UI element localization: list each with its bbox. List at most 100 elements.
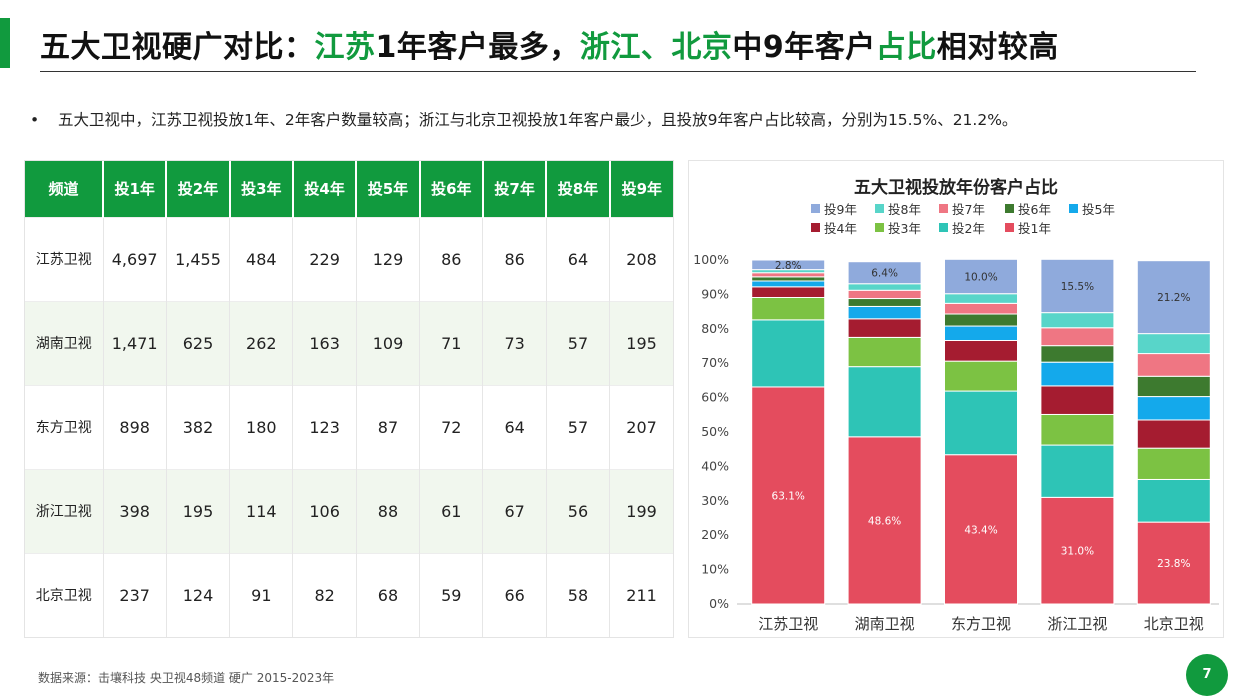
data-source-note: 数据来源：击壤科技 央卫视48频道 硬广 2015-2023年 — [38, 671, 335, 685]
channel-name-cell: 北京卫视 — [25, 552, 104, 637]
data-label: 43.4% — [964, 524, 997, 536]
stacked-bar-chart: 五大卫视投放年份客户占比 投9年 投8年 投7年 投6年 投5年 投4年 投3年 投2年 投1年… — [688, 160, 1224, 638]
bar-segment — [1040, 361, 1115, 387]
page-number-badge: 7 — [1186, 654, 1228, 696]
count-cell: 129 — [356, 216, 421, 301]
y-tick-label: 80% — [701, 321, 729, 336]
x-category-label: 江苏卫视 — [758, 615, 818, 633]
legend-item: 投5年 — [1069, 199, 1115, 218]
table-row: 江苏卫视 4,697 1,455 484 229 129 86 86 64 208 — [25, 216, 673, 301]
bar-segment — [847, 289, 922, 300]
bar-segment — [1040, 444, 1115, 498]
count-cell: 398 — [103, 468, 167, 553]
legend-item: 投3年 — [875, 218, 921, 237]
count-cell: 68 — [356, 552, 421, 637]
bar-segment — [1136, 353, 1211, 377]
count-cell: 106 — [292, 468, 357, 553]
bullet-marker: • — [30, 111, 40, 129]
chart-plot-area: 0% 10% 20% 30% 40% 50% 60% 70% 80% 90% 100% 63.1% 2.… — [693, 252, 1219, 633]
title-segment: 中9年客户 — [732, 30, 876, 65]
count-cell: 382 — [166, 384, 231, 469]
count-cell: 180 — [229, 384, 294, 469]
bar-segment — [944, 390, 1018, 456]
legend-swatch — [875, 204, 884, 213]
legend-label: 投1年 — [1018, 221, 1051, 236]
bar-segment — [1136, 447, 1211, 480]
count-cell: 898 — [103, 384, 167, 469]
legend-item: 投2年 — [939, 218, 985, 237]
count-cell: 229 — [292, 216, 357, 301]
count-cell: 72 — [419, 384, 484, 469]
bar-segment — [1040, 327, 1115, 347]
legend-item: 投9年 — [811, 199, 857, 218]
column-header-year: 投8年 — [546, 161, 611, 217]
bar-segment — [1136, 419, 1211, 449]
count-cell: 1,455 — [166, 216, 231, 301]
count-cell: 82 — [292, 552, 357, 637]
bar-segment — [751, 259, 826, 271]
count-cell: 86 — [419, 216, 484, 301]
data-label: 21.2% — [1157, 292, 1190, 304]
legend-item: 投4年 — [811, 218, 857, 237]
legend-swatch — [1069, 204, 1078, 213]
data-label: 23.8% — [1157, 558, 1190, 570]
legend-label: 投5年 — [1082, 202, 1115, 217]
channel-name-cell: 湖南卫视 — [25, 300, 104, 385]
bar-segment — [751, 296, 826, 321]
bar-segment — [1040, 345, 1115, 363]
count-cell: 64 — [546, 216, 611, 301]
bar-segment — [1040, 385, 1115, 415]
count-cell: 4,697 — [103, 216, 167, 301]
bar-segment — [1040, 258, 1115, 314]
legend-label: 投7年 — [952, 202, 985, 217]
bar-segment — [847, 436, 922, 605]
title-divider — [40, 71, 1196, 72]
table-header-row: 频道 投1年 投2年 投3年 投4年 投5年 投6年 投7年 投8年 投9年 — [25, 161, 673, 217]
legend-label: 投8年 — [888, 202, 921, 217]
count-cell: 195 — [166, 468, 231, 553]
title-segment: 浙江、北京 — [579, 30, 733, 65]
bar-segment — [1040, 496, 1115, 605]
data-label: 31.0% — [1061, 546, 1094, 558]
data-label: 6.4% — [871, 268, 898, 280]
bar-segment — [1040, 312, 1115, 329]
bar-segment — [1136, 521, 1211, 605]
bar-segment — [847, 305, 922, 320]
bar-segment — [944, 339, 1018, 362]
count-cell: 195 — [609, 300, 673, 385]
bar-segment — [944, 302, 1018, 315]
count-cell: 86 — [482, 216, 547, 301]
y-tick-label: 40% — [701, 458, 729, 473]
y-tick-label: 10% — [701, 562, 729, 577]
count-cell: 91 — [229, 552, 294, 637]
y-tick-label: 60% — [701, 390, 729, 405]
bar-segment — [944, 325, 1018, 341]
count-cell: 207 — [609, 384, 673, 469]
count-cell: 208 — [609, 216, 673, 301]
y-tick-label: 0% — [709, 596, 729, 611]
data-label: 2.8% — [775, 260, 802, 272]
table-row: 东方卫视 898 382 180 123 87 72 64 57 207 — [25, 384, 673, 469]
column-header-year: 投2年 — [166, 161, 231, 217]
count-cell: 109 — [356, 300, 421, 385]
summary-bullet: • 五大卫视中，江苏卫视投放1年、2年客户数量较高；浙江与北京卫视投放1年客户最少… — [30, 108, 1017, 130]
count-cell: 64 — [482, 384, 547, 469]
legend-swatch — [939, 223, 948, 232]
count-cell: 124 — [166, 552, 231, 637]
legend-label: 投4年 — [824, 221, 857, 236]
y-tick-label: 50% — [701, 424, 729, 439]
table-row: 浙江卫视 398 195 114 106 88 61 67 56 199 — [25, 468, 673, 553]
legend-swatch — [939, 204, 948, 213]
data-label: 10.0% — [964, 272, 997, 284]
channel-table: 频道 投1年 投2年 投3年 投4年 投5年 投6年 投7年 投8年 投9年 江苏卫视 4,697 1… — [24, 160, 674, 638]
title-segment: 1年客户最多， — [375, 30, 580, 65]
bar-segment — [1136, 260, 1211, 335]
bar-segment — [944, 360, 1018, 392]
count-cell: 59 — [419, 552, 484, 637]
legend-label: 投9年 — [824, 202, 857, 217]
bar-segment — [847, 283, 922, 291]
title-segment: 占比 — [875, 30, 937, 65]
legend-label: 投6年 — [1018, 202, 1051, 217]
bar-segment — [751, 276, 826, 282]
count-cell: 87 — [356, 384, 421, 469]
